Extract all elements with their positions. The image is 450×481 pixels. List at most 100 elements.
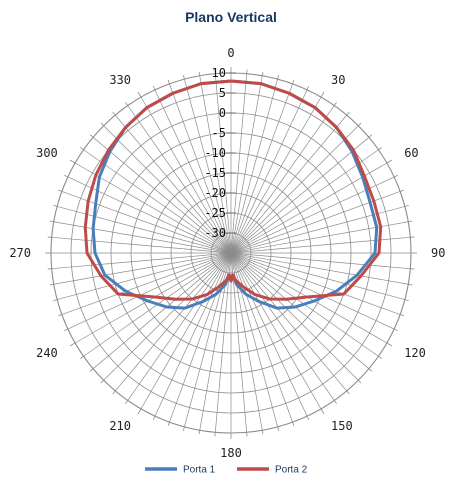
legend: Porta 1 Porta 2 (145, 465, 308, 476)
grid-spoke (230, 252, 335, 401)
angle-tick-mark (198, 430, 201, 435)
grid-spoke (127, 105, 232, 254)
angle-tick-mark (368, 368, 373, 372)
grid-spoke (230, 83, 293, 254)
grid-spoke (230, 114, 347, 254)
angle-tick-mark (357, 122, 362, 127)
radial-tick-label: -10 (204, 146, 226, 160)
grid-spoke (230, 89, 308, 254)
grid-spoke (230, 236, 411, 254)
angle-tick-mark (404, 204, 409, 207)
grid-spoke (214, 252, 232, 433)
grid-spoke (51, 252, 232, 270)
angle-tick-mark (368, 134, 373, 138)
radial-tick-label: -15 (204, 166, 226, 180)
radial-tick-label: 5 (219, 86, 226, 100)
angle-tick-mark (57, 189, 62, 192)
grid-spoke (230, 149, 379, 254)
series-line-2 (83, 79, 383, 301)
angle-tick-label: 180 (220, 446, 242, 460)
angle-tick-mark (89, 134, 94, 138)
grid-spoke (67, 252, 232, 330)
angle-tick-mark (333, 102, 337, 106)
grid-spoke (230, 252, 395, 330)
angle-tick-mark (386, 159, 393, 164)
polar-grid (45, 67, 417, 439)
grid-spoke (92, 137, 232, 254)
grid-spoke (230, 252, 248, 433)
angle-tick-mark (357, 379, 362, 384)
angle-tick-label: 240 (36, 346, 58, 360)
angle-tick-label: 0 (227, 46, 234, 60)
angle-tick-mark (320, 91, 325, 98)
grid-spoke (230, 252, 401, 315)
angle-tick-mark (69, 159, 76, 164)
grid-spoke (53, 221, 232, 254)
angle-tick-label: 120 (404, 346, 426, 360)
angle-tick-mark (167, 79, 170, 84)
angle-tick-mark (277, 426, 280, 431)
angle-tick-mark (57, 314, 62, 317)
grid-spoke (230, 125, 359, 254)
grid-spoke (230, 252, 347, 392)
radial-tick-label: -5 (212, 126, 226, 140)
radial-tick-labels: 10 5 0 -5 -10 -15 -20 -25 -30 (204, 66, 226, 240)
grid-spoke (103, 252, 232, 381)
radial-tick-label: -25 (204, 206, 226, 220)
angle-tick-mark (386, 342, 393, 347)
grid-spoke (115, 114, 232, 254)
angle-tick-mark (277, 75, 280, 80)
angle-tick-labels: 0 30 60 90 120 150 180 210 240 270 300 330 (9, 46, 445, 460)
grid-spoke (230, 252, 409, 285)
angle-tick-mark (80, 147, 84, 151)
angle-tick-mark (167, 422, 170, 427)
angle-tick-mark (112, 390, 116, 395)
grid-spoke (230, 79, 278, 254)
angle-tick-mark (306, 86, 310, 91)
grid-spoke (230, 252, 293, 423)
angle-tick-label: 30 (331, 73, 345, 87)
angle-tick-mark (64, 174, 69, 178)
angle-tick-mark (112, 111, 116, 116)
grid-spoke (61, 191, 232, 254)
angle-tick-mark (378, 355, 382, 359)
angle-tick-mark (49, 283, 54, 286)
grid-spoke (154, 252, 232, 417)
angle-tick-mark (89, 368, 94, 372)
grid-spoke (230, 105, 335, 254)
angle-tick-mark (53, 299, 58, 302)
radial-tick-label: -30 (204, 226, 226, 240)
grid-spoke (83, 149, 232, 254)
grid-spoke (61, 252, 232, 315)
angle-tick-mark (306, 415, 310, 420)
angle-tick-mark (346, 390, 350, 395)
angle-tick-label: 210 (109, 419, 131, 433)
grid-spoke (57, 252, 232, 300)
radial-tick-label: -20 (204, 186, 226, 200)
grid-spoke (169, 83, 232, 254)
angle-tick-mark (125, 400, 129, 404)
legend-label-1: Porta 1 (183, 465, 216, 476)
angle-tick-mark (100, 379, 105, 384)
grid-spoke (230, 162, 388, 254)
angle-tick-mark (49, 220, 54, 223)
angle-tick-label: 90 (431, 246, 445, 260)
angle-tick-mark (408, 283, 413, 286)
grid-spoke (115, 252, 232, 392)
series-lines (83, 79, 383, 310)
grid-spoke (230, 73, 248, 254)
grid-spoke (230, 96, 322, 254)
grid-spoke (199, 75, 232, 254)
angle-tick-mark (408, 220, 413, 223)
grid-spoke (230, 75, 263, 254)
angle-tick-mark (404, 299, 409, 302)
angle-tick-mark (137, 91, 142, 98)
angle-tick-mark (198, 71, 201, 76)
grid-spoke (230, 252, 322, 410)
angle-tick-label: 300 (36, 146, 58, 160)
angle-tick-mark (69, 342, 76, 347)
grid-spoke (230, 252, 308, 417)
angle-tick-mark (320, 408, 325, 415)
grid-spoke (67, 176, 232, 254)
